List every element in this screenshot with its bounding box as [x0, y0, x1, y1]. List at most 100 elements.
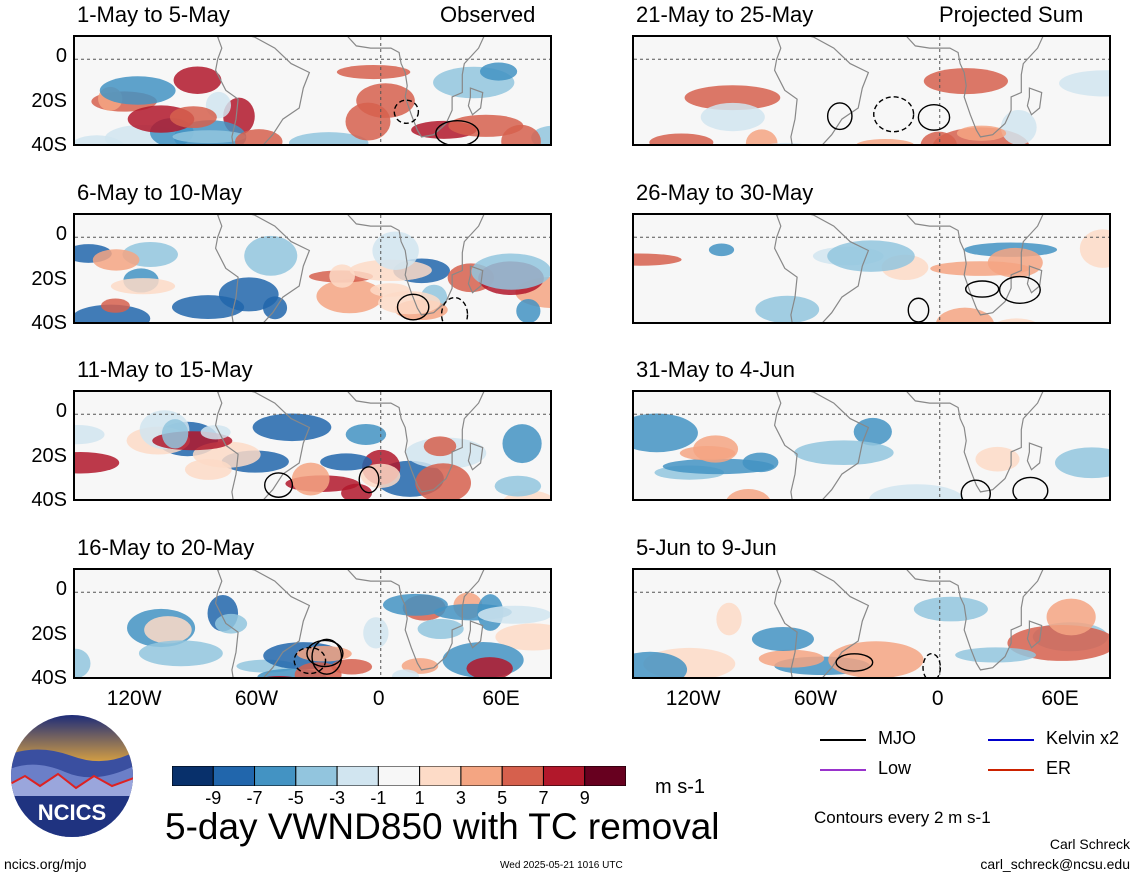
mjo-contour — [435, 120, 480, 144]
coastline — [467, 442, 484, 471]
mjo-contour — [306, 639, 344, 668]
anomaly-blob — [975, 446, 1020, 472]
colorbar-tick-label: 3 — [455, 788, 466, 808]
panel-title: 16-May to 20-May — [77, 535, 255, 560]
colorbar-tick-label: -3 — [329, 788, 346, 808]
anomaly-blob — [75, 648, 91, 677]
anomaly-blob — [856, 139, 914, 144]
panel-field — [75, 392, 550, 499]
anomaly-blob — [382, 593, 448, 616]
panel-field — [634, 215, 1109, 322]
anomaly-blob — [417, 618, 464, 639]
footer-email[interactable]: carl_schreck@ncsu.edu — [980, 856, 1130, 872]
anomaly-blob — [144, 616, 192, 644]
anomaly-blob — [363, 617, 389, 649]
anomaly-blob — [331, 659, 373, 675]
panel-field — [634, 570, 1109, 677]
anomaly-blob — [266, 675, 293, 677]
colorbar-tick-label: -9 — [205, 788, 222, 808]
mjo-contour — [998, 275, 1041, 304]
anomaly-blob — [448, 114, 524, 137]
y-tick-label: 0 — [55, 578, 67, 601]
map-panel — [632, 568, 1111, 679]
footer-author: Carl Schreck — [1049, 836, 1130, 852]
panel-title: 26-May to 30-May — [636, 180, 814, 205]
anomaly-blob — [244, 235, 298, 276]
anomaly-blob — [121, 143, 142, 144]
panel-field — [75, 37, 550, 144]
anomaly-blob — [1046, 598, 1096, 636]
panel-title: 21-May to 25-May — [636, 2, 814, 27]
mjo-contour — [873, 96, 915, 133]
anomaly-blob — [1059, 70, 1109, 97]
anomaly-blob — [930, 261, 1030, 276]
anomaly-blob — [1079, 229, 1109, 268]
anomaly-blob — [726, 489, 770, 499]
anomaly-blob — [742, 452, 779, 473]
colorbar-swatch — [377, 765, 421, 787]
y-tick-label: 0 — [55, 45, 67, 68]
anomaly-blob — [913, 596, 988, 622]
panel-field — [634, 392, 1109, 499]
observed-label: Observed — [440, 2, 536, 27]
y-tick-label: 40S — [31, 134, 67, 156]
coastline — [1026, 442, 1043, 471]
anomaly-blob — [684, 85, 781, 111]
y-tick-label: 0 — [55, 400, 67, 423]
panel-field — [75, 570, 550, 677]
anomaly-blob — [173, 66, 222, 94]
anomaly-blob — [161, 419, 189, 449]
anomaly-blob — [235, 129, 283, 144]
anomaly-blob — [92, 249, 140, 271]
x-tick-label: 0 — [931, 687, 944, 710]
anomaly-blob — [336, 65, 411, 80]
anomaly-blob — [169, 106, 217, 129]
x-tick-label: 60W — [793, 687, 838, 710]
panel-title: 31-May to 4-Jun — [636, 357, 795, 382]
anomaly-blob — [423, 436, 457, 457]
anomaly-blob — [770, 142, 802, 144]
legend-label: Low — [878, 758, 912, 778]
anomaly-blob — [955, 647, 1036, 663]
anomaly-blob — [184, 459, 232, 480]
anomaly-blob — [495, 623, 550, 651]
panel-title: 11-May to 15-May — [77, 357, 253, 382]
colorbar-tick-label: 9 — [579, 788, 590, 808]
anomaly-blob — [649, 133, 714, 144]
x-tick-label: 0 — [372, 687, 385, 710]
footer-url[interactable]: ncics.org/mjo — [4, 856, 87, 872]
anomaly-blob — [345, 102, 391, 141]
anomaly-blob — [288, 132, 369, 144]
anomaly-blob — [477, 605, 550, 624]
anomaly-blob — [634, 651, 688, 677]
legend-line-low — [820, 769, 866, 771]
map-panel — [73, 390, 552, 501]
anomaly-blob — [936, 307, 994, 322]
anomaly-blob — [296, 646, 352, 662]
anomaly-blob — [997, 318, 1036, 322]
x-tick-label: 60W — [234, 687, 279, 710]
coastline — [773, 215, 870, 322]
colorbar-tick-label: 7 — [538, 788, 549, 808]
anomaly-blob — [466, 657, 513, 677]
coastline — [347, 215, 485, 316]
logo-text: NCICS — [38, 800, 106, 825]
map-panel — [632, 213, 1111, 324]
panel-field — [634, 37, 1109, 144]
mjo-contour — [835, 653, 874, 672]
anomaly-blob — [634, 413, 698, 453]
colorbar-tick-label: 1 — [414, 788, 425, 808]
coastline — [1026, 87, 1043, 116]
anomaly-blob — [392, 669, 420, 677]
anomaly-blob — [758, 649, 825, 668]
mjo-contour — [396, 293, 430, 321]
anomaly-blob — [956, 125, 1007, 141]
legend-line-er — [988, 769, 1034, 771]
anomaly-blob — [252, 413, 332, 442]
anomaly-blob — [828, 641, 924, 677]
x-tick-label: 60E — [1041, 687, 1079, 710]
colorbar-swatch — [254, 765, 297, 787]
anomaly-blob — [755, 295, 820, 322]
footer-timestamp: Wed 2025-05-21 1016 UTC — [500, 860, 623, 871]
legend-label: Kelvin x2 — [1046, 728, 1120, 748]
